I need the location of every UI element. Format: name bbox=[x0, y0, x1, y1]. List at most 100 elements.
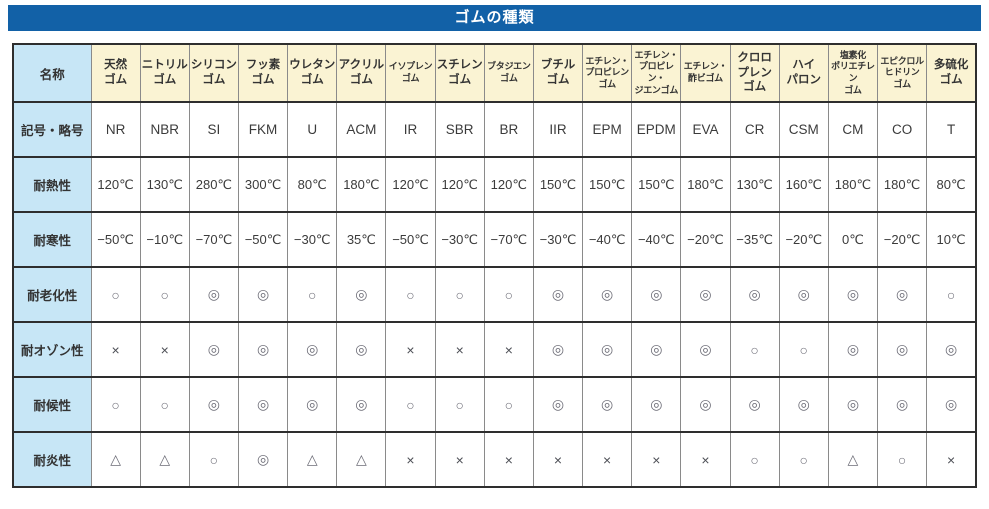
row-label: 記号・略号 bbox=[12, 101, 92, 158]
table-cell: ◎ bbox=[876, 321, 928, 378]
table-cell: ◎ bbox=[287, 321, 338, 378]
table-cell: −30℃ bbox=[434, 211, 485, 268]
table-cell: 150℃ bbox=[582, 156, 633, 213]
table-cell: −20℃ bbox=[876, 211, 928, 268]
table-row: 耐寒性 −50℃ −10℃ −70℃ −50℃ −30℃ 35℃ −50℃ −30℃ −70℃ −3… bbox=[12, 211, 977, 268]
table-cell: ○ bbox=[483, 266, 534, 323]
column-header: スチレン ゴム bbox=[434, 43, 485, 103]
table-row: 耐候性 ○ ○ ◎ ◎ ◎ ◎ ○ ○ ○ ◎ ◎ ◎ ◎ ◎ ◎ ◎ ◎ ◎ bbox=[12, 376, 977, 433]
table-row: 耐オゾン性 × × ◎ ◎ ◎ ◎ × × × ◎ ◎ ◎ ◎ ○ ○ ◎ ◎ ◎ bbox=[12, 321, 977, 378]
table-cell: ◎ bbox=[582, 266, 633, 323]
table-cell: ◎ bbox=[582, 321, 633, 378]
column-header: エチレン・ プロピレン・ ジエンゴム bbox=[631, 43, 682, 103]
column-header: ブタジエン ゴム bbox=[483, 43, 534, 103]
table-cell: IR bbox=[385, 101, 436, 158]
table-cell: △ bbox=[90, 431, 141, 488]
table-cell: × bbox=[631, 431, 682, 488]
column-header: イソプレン ゴム bbox=[385, 43, 436, 103]
table-cell: ◎ bbox=[582, 376, 633, 433]
table-cell: △ bbox=[139, 431, 190, 488]
table-cell: × bbox=[483, 431, 534, 488]
table-cell: 180℃ bbox=[827, 156, 879, 213]
row-label: 耐オゾン性 bbox=[12, 321, 92, 378]
table-row: 耐炎性 △ △ ○ ◎ △ △ × × × × × × × ○ ○ △ ○ × bbox=[12, 431, 977, 488]
table-cell: ○ bbox=[90, 266, 141, 323]
table-cell: ◎ bbox=[827, 266, 879, 323]
table-cell: ◎ bbox=[729, 266, 780, 323]
table-body: 記号・略号 NR NBR SI FKM U ACM IR SBR BR IIR EPM EPDM EVA C… bbox=[12, 101, 977, 488]
table-cell: ◎ bbox=[827, 321, 879, 378]
page-title: ゴムの種類 bbox=[8, 5, 981, 31]
table-cell: −50℃ bbox=[90, 211, 141, 268]
table-cell: × bbox=[90, 321, 141, 378]
table-cell: ○ bbox=[385, 266, 436, 323]
table-header: 名称 天然 ゴム ニトリル ゴム シリコン ゴム フッ素 ゴム ウレタン ゴム アクリル ゴ… bbox=[12, 43, 977, 103]
table-cell: ◎ bbox=[926, 321, 977, 378]
table-cell: ◎ bbox=[336, 321, 387, 378]
table-cell: ◎ bbox=[237, 321, 289, 378]
table-cell: 120℃ bbox=[385, 156, 436, 213]
table-cell: ◎ bbox=[680, 266, 731, 323]
table-cell: ◎ bbox=[827, 376, 879, 433]
table-cell: ◎ bbox=[532, 321, 584, 378]
column-header: ハイ パロン bbox=[778, 43, 829, 103]
table-cell: △ bbox=[336, 431, 387, 488]
table-cell: ◎ bbox=[237, 266, 289, 323]
table-cell: × bbox=[434, 431, 485, 488]
row-label: 耐寒性 bbox=[12, 211, 92, 268]
table-cell: 300℃ bbox=[237, 156, 289, 213]
table-cell: × bbox=[680, 431, 731, 488]
table-cell: −70℃ bbox=[483, 211, 534, 268]
table-cell: −70℃ bbox=[188, 211, 239, 268]
table-cell: ◎ bbox=[631, 266, 682, 323]
table-cell: ◎ bbox=[532, 266, 584, 323]
row-label: 耐候性 bbox=[12, 376, 92, 433]
table-cell: 130℃ bbox=[729, 156, 780, 213]
corner-label: 名称 bbox=[12, 43, 92, 103]
table-cell: −20℃ bbox=[778, 211, 829, 268]
row-label: 耐老化性 bbox=[12, 266, 92, 323]
table-cell: −50℃ bbox=[237, 211, 289, 268]
table-cell: ◎ bbox=[778, 266, 829, 323]
table-row: 耐熱性 120℃ 130℃ 280℃ 300℃ 80℃ 180℃ 120℃ 120℃ 120℃ 15… bbox=[12, 156, 977, 213]
table-cell: ◎ bbox=[336, 266, 387, 323]
table-cell: 120℃ bbox=[483, 156, 534, 213]
rubber-types-table: 名称 天然 ゴム ニトリル ゴム シリコン ゴム フッ素 ゴム ウレタン ゴム アクリル ゴ… bbox=[12, 43, 977, 488]
table-cell: 80℃ bbox=[926, 156, 977, 213]
row-label: 耐炎性 bbox=[12, 431, 92, 488]
table-cell: NR bbox=[90, 101, 141, 158]
table-cell: T bbox=[926, 101, 977, 158]
table-cell: × bbox=[385, 321, 436, 378]
header-row: 名称 天然 ゴム ニトリル ゴム シリコン ゴム フッ素 ゴム ウレタン ゴム アクリル ゴ… bbox=[12, 43, 977, 103]
table-cell: NBR bbox=[139, 101, 190, 158]
table-cell: 120℃ bbox=[434, 156, 485, 213]
table-cell: × bbox=[139, 321, 190, 378]
table-cell: ◎ bbox=[631, 376, 682, 433]
column-header: エチレン・ 酢ビゴム bbox=[680, 43, 731, 103]
table-cell: FKM bbox=[237, 101, 289, 158]
column-header: フッ素 ゴム bbox=[237, 43, 289, 103]
table-cell: × bbox=[483, 321, 534, 378]
table-cell: ○ bbox=[188, 431, 239, 488]
table-cell: × bbox=[385, 431, 436, 488]
table-cell: ◎ bbox=[876, 266, 928, 323]
table-cell: ◎ bbox=[188, 266, 239, 323]
table-cell: ○ bbox=[434, 266, 485, 323]
table-cell: 80℃ bbox=[287, 156, 338, 213]
column-header: クロロ プレン ゴム bbox=[729, 43, 780, 103]
table-cell: ○ bbox=[729, 321, 780, 378]
table-cell: ◎ bbox=[287, 376, 338, 433]
table-cell: × bbox=[532, 431, 584, 488]
table-cell: IIR bbox=[532, 101, 584, 158]
table-cell: △ bbox=[287, 431, 338, 488]
table-cell: −30℃ bbox=[532, 211, 584, 268]
table-cell: 180℃ bbox=[336, 156, 387, 213]
table-cell: ○ bbox=[876, 431, 928, 488]
table-cell: EPM bbox=[582, 101, 633, 158]
table-cell: ○ bbox=[385, 376, 436, 433]
table-cell: △ bbox=[827, 431, 879, 488]
column-header: シリコン ゴム bbox=[188, 43, 239, 103]
table-cell: ○ bbox=[434, 376, 485, 433]
table-cell: ○ bbox=[287, 266, 338, 323]
table-cell: ◎ bbox=[876, 376, 928, 433]
